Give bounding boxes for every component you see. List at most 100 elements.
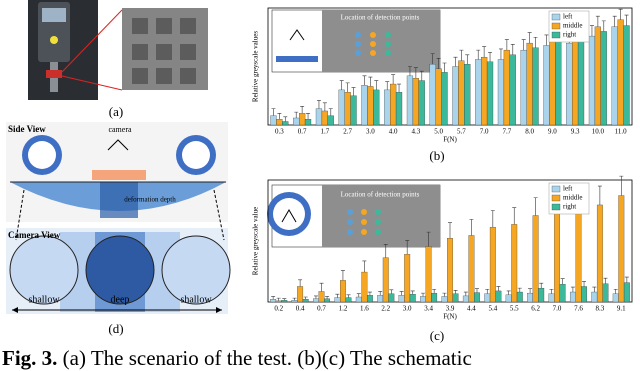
x-tick-label: 4.3 <box>412 128 421 136</box>
bar <box>441 296 448 303</box>
x-tick-label: 0.2 <box>274 305 283 313</box>
error-bar <box>413 67 418 79</box>
x-tick-label: 5.4 <box>488 305 497 313</box>
error-bar <box>603 277 608 284</box>
error-bar <box>419 70 424 81</box>
bar <box>495 290 502 303</box>
error-bar <box>399 291 404 296</box>
bar <box>566 42 573 126</box>
legend-label: left <box>563 13 572 21</box>
bar <box>458 60 465 126</box>
bar <box>340 280 346 303</box>
error-bar <box>453 290 458 294</box>
error-bar <box>589 25 594 37</box>
error-bar <box>276 297 281 301</box>
bar <box>318 291 325 303</box>
error-bar <box>442 292 447 297</box>
x-tick-label: 11.0 <box>615 128 627 136</box>
error-bar <box>436 58 441 69</box>
error-bar <box>504 39 509 51</box>
bar <box>509 54 516 126</box>
error-bar <box>325 296 330 299</box>
bar <box>612 293 619 303</box>
bar <box>299 113 306 126</box>
bar <box>420 296 426 303</box>
camera-view: Camera View <box>8 230 61 240</box>
error-bar <box>421 292 426 297</box>
error-bar <box>410 290 415 295</box>
error-bar <box>389 289 394 294</box>
bar <box>497 59 505 126</box>
caption: Fig. 3. (a) The scenario of the test. (b… <box>2 346 472 370</box>
bar <box>623 25 630 126</box>
bar <box>452 293 459 303</box>
bar <box>468 235 475 303</box>
x-tick-label: 5.7 <box>457 128 466 136</box>
bar <box>618 195 625 303</box>
x-tick-label: 8.3 <box>596 305 605 313</box>
bar <box>481 56 488 126</box>
x-tick-label: 5.0 <box>434 128 443 136</box>
bar <box>350 95 357 126</box>
error-bar <box>432 288 437 294</box>
error-bar <box>533 36 538 48</box>
error-bar <box>601 20 606 32</box>
error-bar <box>313 295 318 299</box>
error-bar <box>397 83 402 93</box>
legend-label: right <box>563 203 576 211</box>
x-tick-label: 0.3 <box>275 128 284 136</box>
error-bar <box>298 279 303 287</box>
bar <box>384 89 391 126</box>
diagram <box>6 122 231 314</box>
error-bar <box>517 287 522 293</box>
bar <box>447 238 453 303</box>
error-bar <box>391 74 396 85</box>
shallow-label: shallow <box>180 294 212 305</box>
error-bar <box>582 281 587 287</box>
legend-label: left <box>563 185 572 193</box>
error-bar <box>482 46 487 58</box>
legend-swatch <box>551 203 561 211</box>
bar <box>532 215 539 303</box>
error-bar <box>292 297 297 301</box>
x-axis-label: F(N) <box>443 313 457 321</box>
bar <box>475 59 482 126</box>
bar <box>361 85 368 126</box>
x-tick-label: 2.2 <box>381 305 390 313</box>
caption-text: (a) The scenario of the test. (b)(c) The… <box>63 346 472 370</box>
bar <box>577 38 585 126</box>
error-bar <box>618 8 623 20</box>
bar <box>304 119 312 126</box>
error-bar <box>528 288 533 294</box>
error-bar <box>362 260 367 273</box>
error-bar <box>612 15 617 27</box>
legend-swatch <box>551 185 561 193</box>
caption-label: Fig. 3. <box>2 346 57 370</box>
bar <box>409 294 416 303</box>
annotation: Location of detection points <box>341 14 420 22</box>
bar <box>390 83 397 126</box>
bar <box>293 117 300 126</box>
error-bar <box>430 53 435 65</box>
legend-swatch <box>551 31 561 39</box>
error-bar <box>463 291 468 296</box>
bar <box>367 86 374 126</box>
legend-swatch <box>551 194 561 202</box>
bar <box>569 291 576 303</box>
error-bar <box>346 294 351 298</box>
bar <box>516 291 523 303</box>
error-bar <box>619 175 624 196</box>
error-bar <box>294 111 299 118</box>
x-tick-label: 2.7 <box>343 128 352 136</box>
error-bar <box>306 113 311 120</box>
inset <box>267 9 441 248</box>
error-bar <box>560 278 565 285</box>
error-bar <box>544 34 549 46</box>
bar <box>361 271 368 303</box>
error-bar <box>368 76 373 87</box>
bar <box>404 254 411 303</box>
bar <box>554 213 560 303</box>
error-bar <box>282 298 287 301</box>
bar <box>441 72 448 126</box>
error-bar <box>319 282 324 292</box>
